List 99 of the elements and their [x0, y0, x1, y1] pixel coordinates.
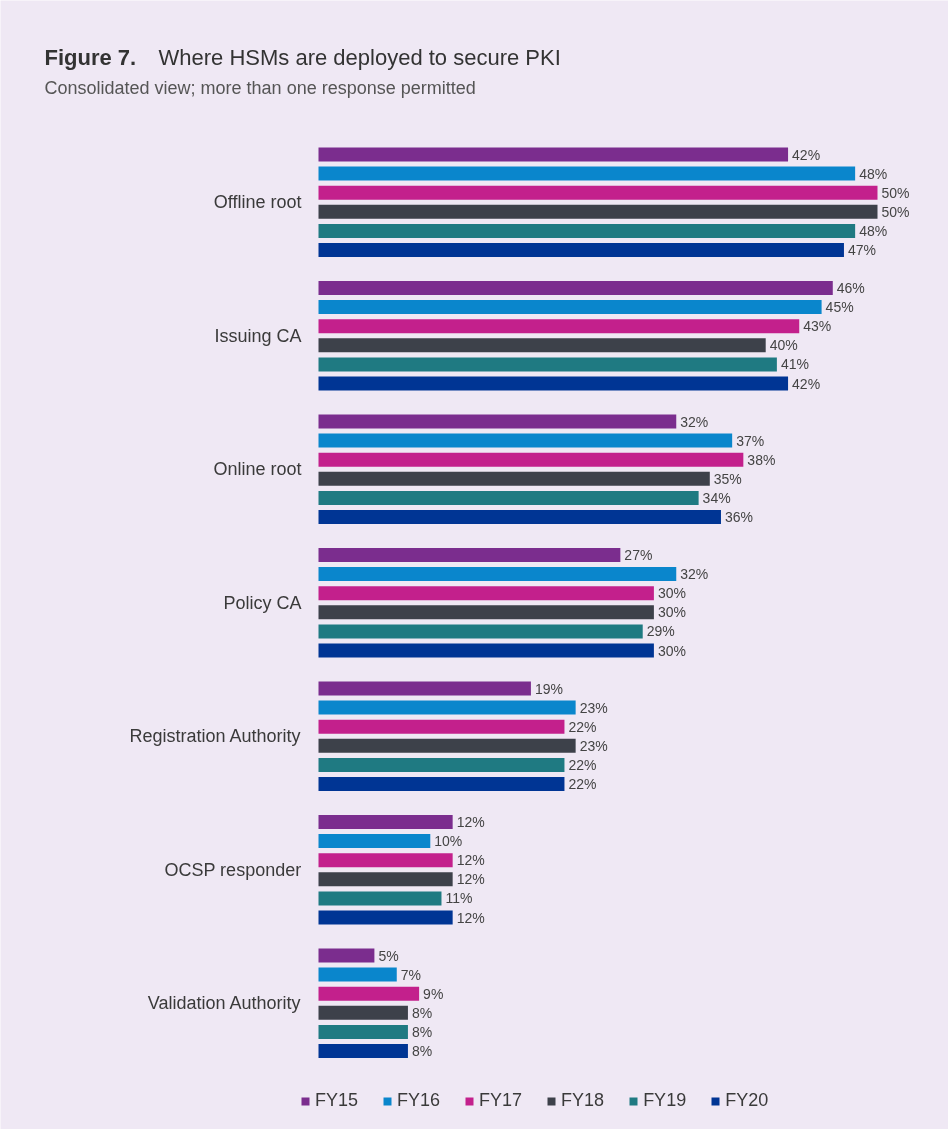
data-label: 48% — [859, 165, 888, 182]
bar — [318, 605, 654, 620]
legend-label: FY19 — [643, 1090, 687, 1111]
bar — [318, 681, 531, 696]
y-tick-label: Policy CA — [223, 592, 302, 613]
data-label: 35% — [713, 470, 742, 487]
bar — [318, 757, 565, 772]
data-label: 22% — [568, 718, 597, 735]
data-label: 8% — [411, 1004, 433, 1021]
data-label: 32% — [680, 413, 709, 430]
data-label: 5% — [378, 947, 399, 964]
bar — [318, 700, 576, 715]
data-label: 50% — [881, 184, 910, 201]
bar — [318, 147, 789, 162]
y-tick-label: Offline root — [213, 192, 302, 213]
legend-label: FY15 — [315, 1090, 359, 1111]
data-label: 11% — [445, 890, 473, 907]
data-label: 32% — [680, 566, 709, 583]
legend-label: FY20 — [725, 1090, 769, 1111]
data-label: 36% — [724, 509, 754, 525]
bar — [318, 300, 822, 315]
data-label: 9% — [423, 985, 444, 1002]
bar — [318, 586, 654, 601]
data-label: 10% — [434, 833, 463, 850]
bar — [318, 643, 654, 658]
data-label: 50% — [881, 203, 910, 220]
data-label: 8% — [411, 1043, 433, 1059]
data-label: 38% — [747, 451, 776, 468]
bar — [318, 452, 744, 467]
data-label: 30% — [657, 604, 686, 621]
legend-label: FY18 — [561, 1090, 605, 1111]
data-label: 34% — [702, 489, 731, 506]
bar — [318, 490, 699, 505]
chart-subtitle: Consolidated view; more than one response permitted — [44, 77, 476, 98]
bar — [318, 853, 453, 868]
y-tick-label: Online root — [213, 459, 302, 480]
data-label: 12% — [456, 909, 485, 926]
y-tick-label: Registration Authority — [129, 726, 301, 747]
bar — [318, 948, 375, 963]
bar — [318, 567, 677, 582]
data-label: 23% — [579, 699, 608, 716]
data-label: 40% — [769, 337, 798, 354]
data-label: 42% — [792, 146, 821, 163]
data-label: 42% — [792, 375, 821, 392]
bar — [318, 891, 442, 906]
bar — [318, 777, 565, 791]
bar — [318, 1005, 408, 1020]
bar — [318, 510, 721, 524]
data-label: 23% — [579, 737, 608, 754]
bar — [318, 166, 856, 181]
data-label: 22% — [568, 776, 597, 792]
data-label: 48% — [859, 222, 888, 239]
data-label: 46% — [836, 280, 865, 296]
bar — [318, 243, 844, 257]
bar — [318, 986, 420, 1001]
data-label: 45% — [825, 299, 854, 316]
bar — [318, 185, 878, 200]
data-label: 30% — [657, 642, 686, 659]
bar — [318, 1044, 408, 1058]
data-label: 30% — [657, 585, 686, 602]
bar — [318, 1024, 408, 1039]
data-label: 12% — [456, 871, 485, 888]
y-tick-label: Validation Authority — [147, 993, 301, 1014]
y-tick-label: Issuing CA — [214, 325, 302, 346]
y-tick-label: OCSP responder — [164, 859, 302, 880]
bar — [318, 967, 397, 982]
data-label: 12% — [456, 814, 485, 830]
legend-label: FY16 — [397, 1090, 441, 1111]
bar — [318, 281, 833, 295]
chart-title: Figure 7. Where HSMs are deployed to secure PKI — [44, 45, 561, 70]
data-label: 7% — [400, 966, 421, 983]
data-label: 43% — [803, 318, 832, 335]
data-label: 27% — [624, 547, 653, 563]
bar — [318, 719, 565, 734]
bar — [318, 872, 453, 887]
bar — [318, 624, 643, 639]
bar — [318, 319, 800, 334]
bar — [318, 910, 453, 925]
bar — [318, 414, 677, 429]
bar — [318, 738, 576, 753]
data-label: 47% — [847, 242, 876, 258]
data-label: 19% — [534, 680, 563, 697]
bar — [318, 834, 431, 849]
bar — [318, 471, 710, 486]
data-label: 12% — [456, 852, 485, 869]
bar — [318, 548, 621, 562]
data-label: 41% — [780, 356, 809, 373]
data-label: 37% — [736, 432, 765, 449]
bar — [318, 433, 733, 448]
legend-label: FY17 — [479, 1090, 523, 1111]
bar — [318, 223, 856, 238]
data-label: 8% — [411, 1023, 433, 1040]
bar — [318, 815, 453, 829]
bar — [318, 338, 766, 353]
data-label: 29% — [646, 623, 675, 640]
bar — [318, 376, 789, 391]
bar — [318, 204, 878, 219]
data-label: 22% — [568, 756, 597, 773]
bar — [318, 357, 777, 372]
